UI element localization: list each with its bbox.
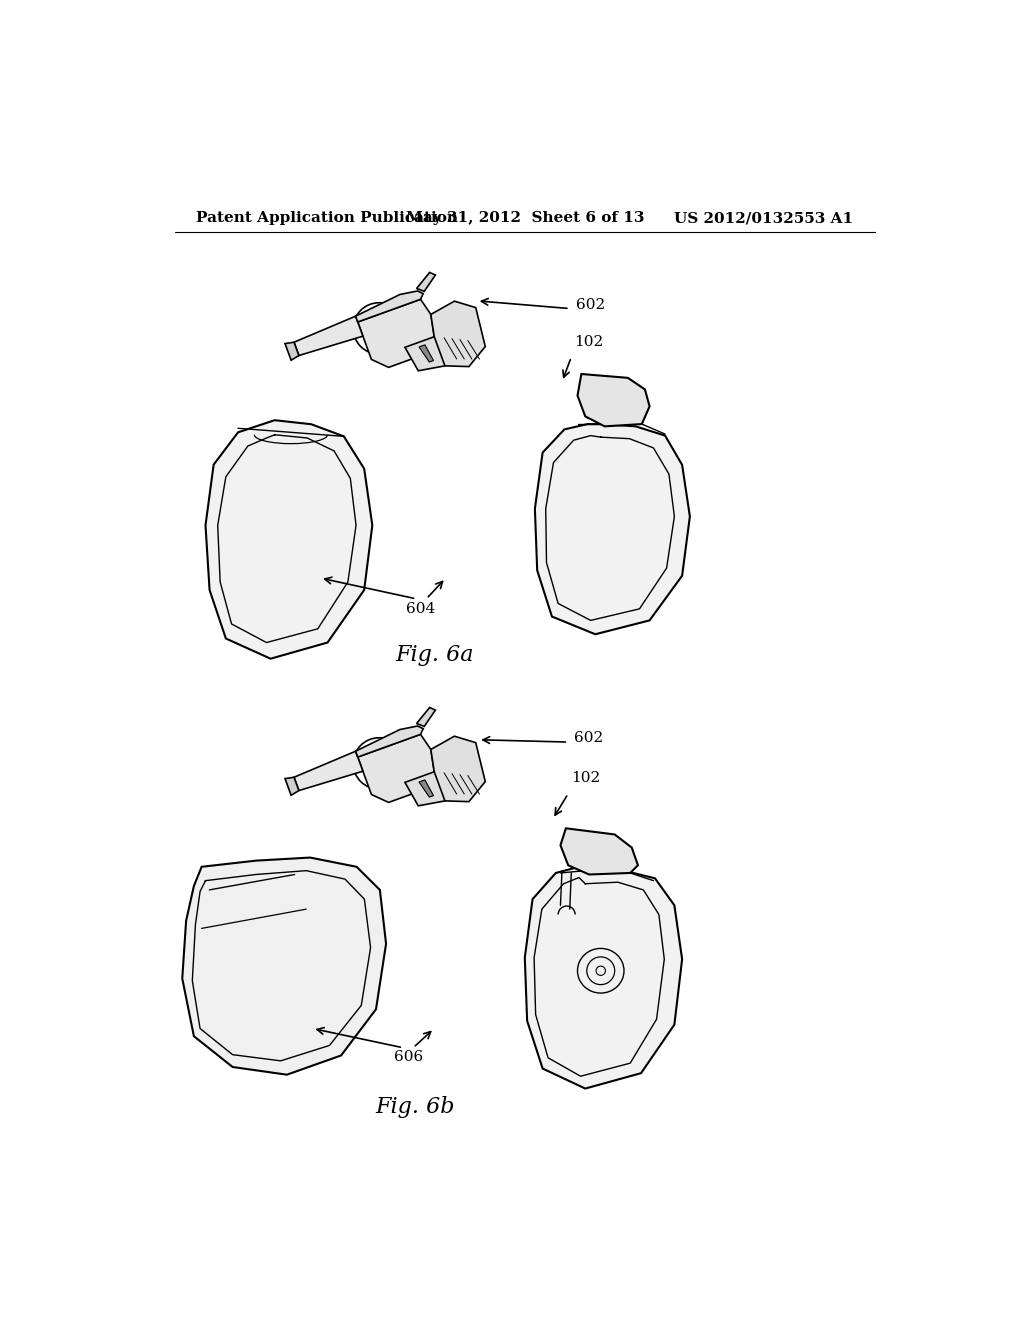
Text: Fig. 6b: Fig. 6b (375, 1096, 455, 1118)
Polygon shape (206, 420, 373, 659)
Polygon shape (578, 374, 649, 426)
Polygon shape (419, 780, 433, 797)
Polygon shape (535, 424, 690, 635)
Text: 606: 606 (394, 1049, 423, 1064)
Text: US 2012/0132553 A1: US 2012/0132553 A1 (674, 211, 853, 226)
Polygon shape (294, 751, 362, 791)
Polygon shape (285, 342, 299, 360)
Text: 604: 604 (407, 602, 435, 615)
Polygon shape (404, 768, 453, 805)
Text: Fig. 6a: Fig. 6a (395, 644, 473, 667)
Polygon shape (294, 317, 362, 355)
Polygon shape (285, 777, 299, 795)
Polygon shape (182, 858, 386, 1074)
Text: 602: 602 (575, 298, 605, 312)
Text: May 31, 2012  Sheet 6 of 13: May 31, 2012 Sheet 6 of 13 (406, 211, 644, 226)
Polygon shape (524, 867, 682, 1089)
Polygon shape (560, 829, 638, 874)
Text: 102: 102 (571, 771, 600, 785)
Polygon shape (419, 345, 433, 362)
Polygon shape (431, 301, 485, 367)
Polygon shape (404, 334, 453, 371)
Polygon shape (355, 726, 423, 758)
Polygon shape (357, 300, 434, 367)
Polygon shape (431, 737, 485, 801)
Polygon shape (355, 290, 423, 322)
Text: 602: 602 (574, 731, 604, 746)
Polygon shape (417, 272, 435, 292)
Text: 102: 102 (573, 335, 603, 348)
Text: Patent Application Publication: Patent Application Publication (197, 211, 458, 226)
Polygon shape (417, 708, 435, 726)
Polygon shape (357, 734, 434, 803)
